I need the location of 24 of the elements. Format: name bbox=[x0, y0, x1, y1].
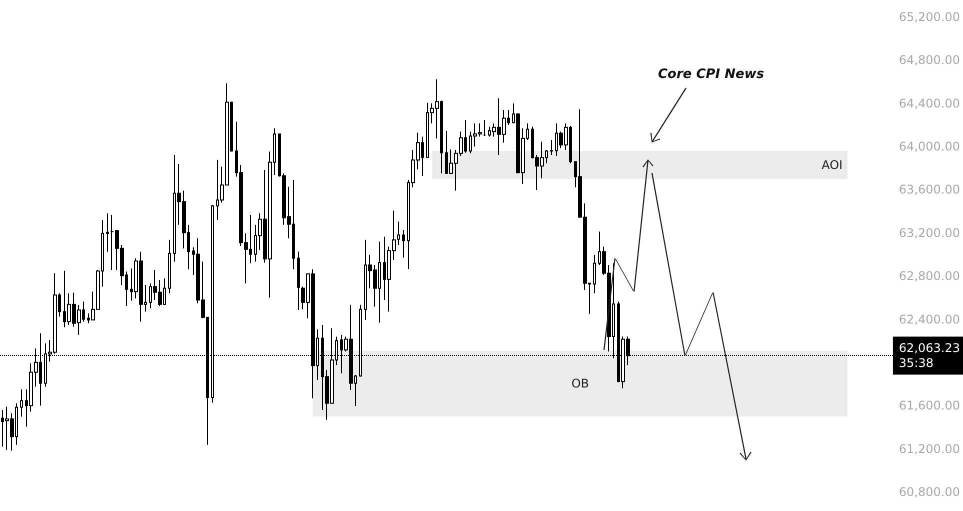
candlestick bbox=[483, 119, 486, 136]
y-tick-label: 60,800.00 bbox=[898, 485, 960, 499]
y-tick-label: 64,000.00 bbox=[898, 140, 960, 154]
candlestick bbox=[20, 388, 23, 418]
y-tick-label: 61,200.00 bbox=[898, 442, 960, 456]
y-tick-label: 65,200.00 bbox=[898, 10, 960, 24]
y-tick-label: 64,800.00 bbox=[898, 53, 960, 68]
band-label: OB bbox=[571, 376, 590, 391]
candlestick bbox=[593, 254, 596, 294]
y-tick-label: 63,200.00 bbox=[898, 226, 960, 240]
ref-line-label: 62,063.23 bbox=[898, 341, 960, 356]
band-label: AOI bbox=[822, 158, 843, 172]
y-tick-label: 63,600.00 bbox=[898, 182, 960, 197]
annotation: Core CPI News bbox=[658, 67, 764, 82]
candlestick bbox=[550, 139, 553, 156]
candlestick bbox=[297, 251, 300, 310]
candlestick bbox=[106, 212, 109, 252]
y-tick-label: 61,600.00 bbox=[898, 398, 960, 413]
text: 35:38 bbox=[898, 356, 934, 370]
y-tick-label: 62,400.00 bbox=[898, 312, 960, 326]
y-tick-label: 64,400.00 bbox=[898, 96, 960, 110]
candlestick bbox=[402, 229, 405, 258]
y-tick-label: 62,800.00 bbox=[898, 269, 960, 284]
candlestick bbox=[168, 239, 171, 294]
